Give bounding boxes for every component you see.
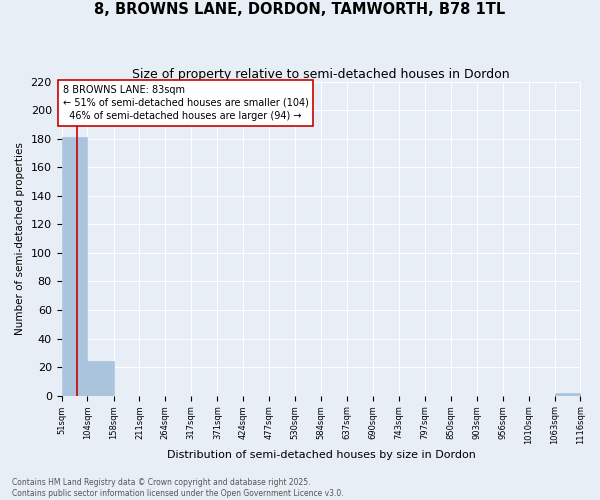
Text: 8, BROWNS LANE, DORDON, TAMWORTH, B78 1TL: 8, BROWNS LANE, DORDON, TAMWORTH, B78 1T… (94, 2, 506, 18)
Text: Contains HM Land Registry data © Crown copyright and database right 2025.
Contai: Contains HM Land Registry data © Crown c… (12, 478, 344, 498)
Y-axis label: Number of semi-detached properties: Number of semi-detached properties (15, 142, 25, 335)
Bar (554, 392, 581, 396)
Title: Size of property relative to semi-detached houses in Dordon: Size of property relative to semi-detach… (132, 68, 510, 80)
Text: 8 BROWNS LANE: 83sqm
← 51% of semi-detached houses are smaller (104)
  46% of se: 8 BROWNS LANE: 83sqm ← 51% of semi-detac… (62, 84, 308, 121)
Bar (62, 138, 88, 396)
Bar (88, 362, 113, 396)
X-axis label: Distribution of semi-detached houses by size in Dordon: Distribution of semi-detached houses by … (167, 450, 475, 460)
